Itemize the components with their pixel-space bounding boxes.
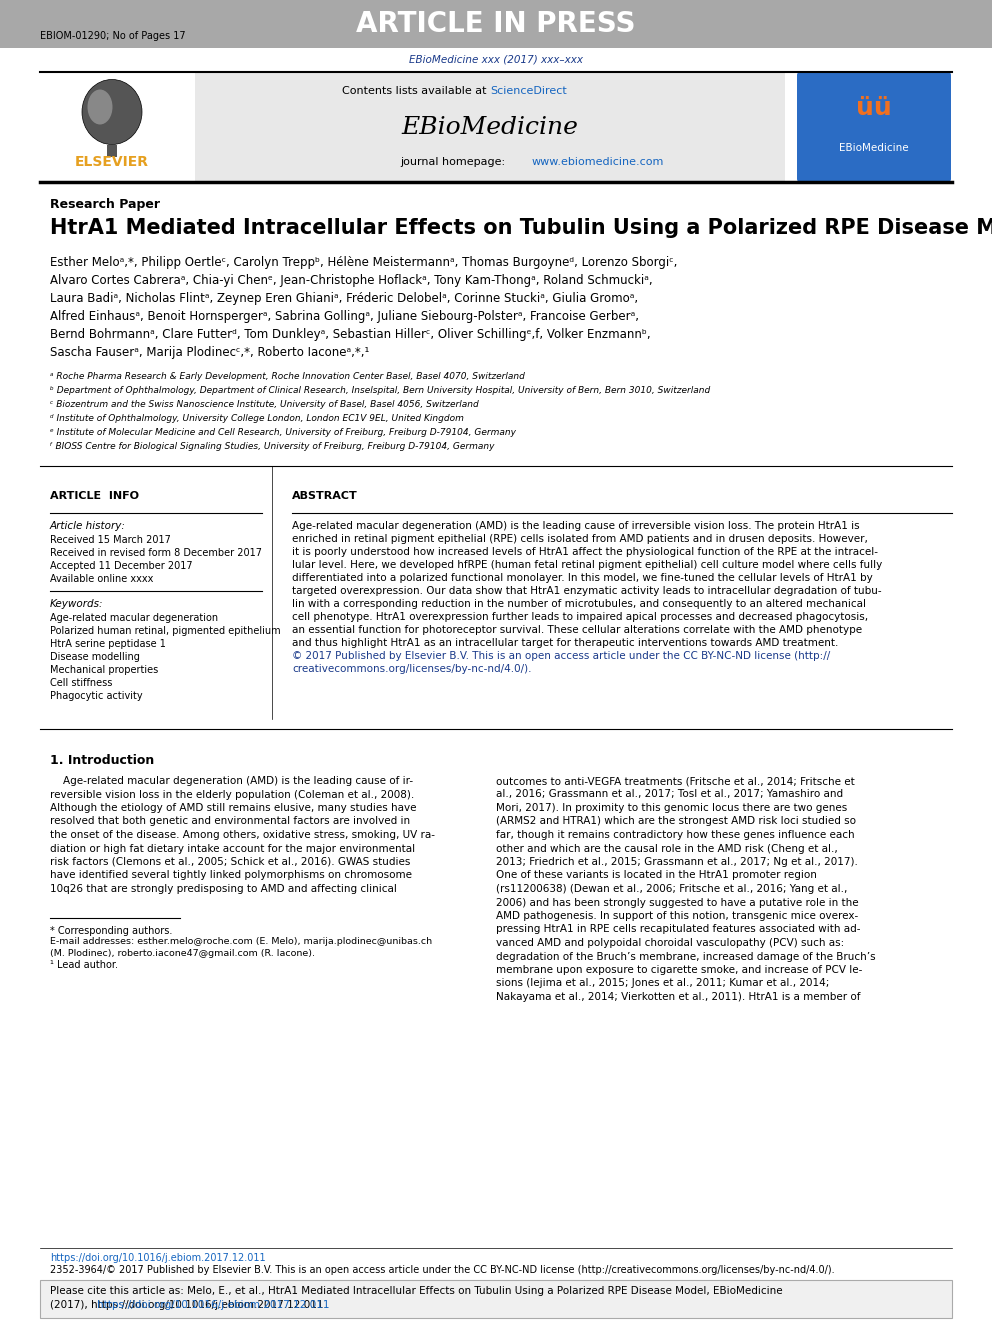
Text: Contents lists available at: Contents lists available at <box>342 86 490 97</box>
Text: degradation of the Bruch’s membrane, increased damage of the Bruch’s: degradation of the Bruch’s membrane, inc… <box>496 951 876 962</box>
Text: other and which are the causal role in the AMD risk (Cheng et al.,: other and which are the causal role in t… <box>496 844 838 853</box>
Text: diation or high fat dietary intake account for the major environmental: diation or high fat dietary intake accou… <box>50 844 415 853</box>
Text: lular level. Here, we developed hfRPE (human fetal retinal pigment epithelial) c: lular level. Here, we developed hfRPE (h… <box>292 560 882 570</box>
Text: One of these variants is located in the HtrA1 promoter region: One of these variants is located in the … <box>496 871 816 881</box>
Text: targeted overexpression. Our data show that HtrA1 enzymatic activity leads to in: targeted overexpression. Our data show t… <box>292 586 882 595</box>
Text: © 2017 Published by Elsevier B.V. This is an open access article under the CC BY: © 2017 Published by Elsevier B.V. This i… <box>292 651 830 662</box>
Text: it is poorly understood how increased levels of HtrA1 affect the physiological f: it is poorly understood how increased le… <box>292 546 878 557</box>
Text: differentiated into a polarized functional monolayer. In this model, we fine-tun: differentiated into a polarized function… <box>292 573 873 583</box>
Text: ᵈ Institute of Ophthalmology, University College London, London EC1V 9EL, United: ᵈ Institute of Ophthalmology, University… <box>50 414 464 423</box>
Text: pressing HtrA1 in RPE cells recapitulated features associated with ad-: pressing HtrA1 in RPE cells recapitulate… <box>496 925 860 934</box>
Text: Esther Meloᵃ,*, Philipp Oertleᶜ, Carolyn Treppᵇ, Hélène Meistermannᵃ, Thomas Bur: Esther Meloᵃ,*, Philipp Oertleᶜ, Carolyn… <box>50 255 678 269</box>
Text: (M. Plodinec), roberto.iacone47@gmail.com (R. Iacone).: (M. Plodinec), roberto.iacone47@gmail.co… <box>50 949 315 958</box>
Text: ABSTRACT: ABSTRACT <box>292 491 358 501</box>
Text: https://doi.org/10.1016/j.ebiom.2017.12.011: https://doi.org/10.1016/j.ebiom.2017.12.… <box>50 1253 266 1263</box>
Text: sions (Iejima et al., 2015; Jones et al., 2011; Kumar et al., 2014;: sions (Iejima et al., 2015; Jones et al.… <box>496 979 829 988</box>
Text: Age-related macular degeneration: Age-related macular degeneration <box>50 613 218 623</box>
Text: EBioMedicine xxx (2017) xxx–xxx: EBioMedicine xxx (2017) xxx–xxx <box>409 56 583 65</box>
Text: E-mail addresses: esther.melo@roche.com (E. Melo), marija.plodinec@unibas.ch: E-mail addresses: esther.melo@roche.com … <box>50 938 433 946</box>
Text: enriched in retinal pigment epithelial (RPE) cells isolated from AMD patients an: enriched in retinal pigment epithelial (… <box>292 534 868 544</box>
Text: Phagocytic activity: Phagocytic activity <box>50 691 143 701</box>
Text: www.ebiomedicine.com: www.ebiomedicine.com <box>532 157 665 167</box>
Text: Research Paper: Research Paper <box>50 198 160 210</box>
Text: (ARMS2 and HTRA1) which are the strongest AMD risk loci studied so: (ARMS2 and HTRA1) which are the stronges… <box>496 816 856 827</box>
Text: Bernd Bohrmannᵃ, Clare Futterᵈ, Tom Dunkleyᵃ, Sebastian Hillerᶜ, Oliver Schillin: Bernd Bohrmannᵃ, Clare Futterᵈ, Tom Dunk… <box>50 328 651 341</box>
Bar <box>40 1279 952 1318</box>
Text: Please cite this article as: Melo, E., et al., HtrA1 Mediated Intracellular Effe: Please cite this article as: Melo, E., e… <box>50 1286 783 1297</box>
Text: Alvaro Cortes Cabreraᵃ, Chia-yi Chenᵉ, Jean-Christophe Hoflackᵃ, Tony Kam-Thongᵃ: Alvaro Cortes Cabreraᵃ, Chia-yi Chenᵉ, J… <box>50 274 653 287</box>
Text: the onset of the disease. Among others, oxidative stress, smoking, UV ra-: the onset of the disease. Among others, … <box>50 830 435 840</box>
Text: Mori, 2017). In proximity to this genomic locus there are two genes: Mori, 2017). In proximity to this genomi… <box>496 803 847 814</box>
Text: Sascha Fauserᵃ, Marija Plodinecᶜ,*, Roberto Iaconeᵃ,*,¹: Sascha Fauserᵃ, Marija Plodinecᶜ,*, Robe… <box>50 347 369 359</box>
Text: Age-related macular degeneration (AMD) is the leading cause of irreversible visi: Age-related macular degeneration (AMD) i… <box>292 521 860 531</box>
Text: https://doi.org/10.1016/j.ebiom.2017.12.011: https://doi.org/10.1016/j.ebiom.2017.12.… <box>97 1301 329 1310</box>
Text: ScienceDirect: ScienceDirect <box>490 86 566 97</box>
Text: EBIOM-01290; No of Pages 17: EBIOM-01290; No of Pages 17 <box>40 30 186 41</box>
Bar <box>107 146 117 157</box>
Text: EBioMedicine: EBioMedicine <box>839 143 909 153</box>
Text: cell phenotype. HtrA1 overexpression further leads to impaired apical processes : cell phenotype. HtrA1 overexpression fur… <box>292 613 868 622</box>
Text: reversible vision loss in the elderly population (Coleman et al., 2008).: reversible vision loss in the elderly po… <box>50 790 415 799</box>
Text: an essential function for photoreceptor survival. These cellular alterations cor: an essential function for photoreceptor … <box>292 624 862 635</box>
Text: 10q26 that are strongly predisposing to AMD and affecting clinical: 10q26 that are strongly predisposing to … <box>50 884 397 894</box>
Bar <box>0 0 992 48</box>
Text: ᶠ BIOSS Centre for Biological Signaling Studies, University of Freiburg, Freibur: ᶠ BIOSS Centre for Biological Signaling … <box>50 442 494 451</box>
Text: * Corresponding authors.: * Corresponding authors. <box>50 926 173 935</box>
Text: Nakayama et al., 2014; Vierkotten et al., 2011). HtrA1 is a member of: Nakayama et al., 2014; Vierkotten et al.… <box>496 992 860 1002</box>
Text: lin with a corresponding reduction in the number of microtubules, and consequent: lin with a corresponding reduction in th… <box>292 599 866 609</box>
Text: Mechanical properties: Mechanical properties <box>50 665 159 675</box>
Text: 1. Introduction: 1. Introduction <box>50 754 154 767</box>
Text: and thus highlight HtrA1 as an intracellular target for therapeutic intervention: and thus highlight HtrA1 as an intracell… <box>292 638 838 648</box>
Text: Disease modelling: Disease modelling <box>50 652 140 662</box>
Text: Laura Badiᵃ, Nicholas Flintᵃ, Zeynep Eren Ghianiᵃ, Fréderic Delobelᵃ, Corinne St: Laura Badiᵃ, Nicholas Flintᵃ, Zeynep Ere… <box>50 292 638 306</box>
FancyBboxPatch shape <box>797 71 951 183</box>
Text: Alfred Einhausᵃ, Benoit Hornspergerᵃ, Sabrina Gollingᵃ, Juliane Siebourg-Polster: Alfred Einhausᵃ, Benoit Hornspergerᵃ, Sa… <box>50 310 639 323</box>
Text: ᵇ Department of Ophthalmology, Department of Clinical Research, Inselspital, Ber: ᵇ Department of Ophthalmology, Departmen… <box>50 386 710 396</box>
Text: ELSEVIER: ELSEVIER <box>75 155 149 169</box>
Bar <box>195 71 785 183</box>
Text: outcomes to anti-VEGFA treatments (Fritsche et al., 2014; Fritsche et: outcomes to anti-VEGFA treatments (Frits… <box>496 777 855 786</box>
Text: Available online xxxx: Available online xxxx <box>50 574 154 583</box>
Text: (rs11200638) (Dewan et al., 2006; Fritsche et al., 2016; Yang et al.,: (rs11200638) (Dewan et al., 2006; Fritsc… <box>496 884 847 894</box>
Text: ARTICLE  INFO: ARTICLE INFO <box>50 491 139 501</box>
Text: resolved that both genetic and environmental factors are involved in: resolved that both genetic and environme… <box>50 816 410 827</box>
Text: EBioMedicine: EBioMedicine <box>402 116 578 139</box>
Bar <box>40 71 195 183</box>
Text: creativecommons.org/licenses/by-nc-nd/4.0/).: creativecommons.org/licenses/by-nc-nd/4.… <box>292 664 532 673</box>
Text: HtrA1 Mediated Intracellular Effects on Tubulin Using a Polarized RPE Disease Mo: HtrA1 Mediated Intracellular Effects on … <box>50 218 992 238</box>
Text: 2013; Friedrich et al., 2015; Grassmann et al., 2017; Ng et al., 2017).: 2013; Friedrich et al., 2015; Grassmann … <box>496 857 858 867</box>
Text: journal homepage:: journal homepage: <box>400 157 509 167</box>
Text: üü: üü <box>856 97 892 120</box>
Text: vanced AMD and polypoidal choroidal vasculopathy (PCV) such as:: vanced AMD and polypoidal choroidal vasc… <box>496 938 844 949</box>
Text: ᵉ Institute of Molecular Medicine and Cell Research, University of Freiburg, Fre: ᵉ Institute of Molecular Medicine and Ce… <box>50 429 516 437</box>
Text: Polarized human retinal, pigmented epithelium: Polarized human retinal, pigmented epith… <box>50 626 281 636</box>
Text: ARTICLE IN PRESS: ARTICLE IN PRESS <box>356 11 636 38</box>
Text: have identified several tightly linked polymorphisms on chromosome: have identified several tightly linked p… <box>50 871 412 881</box>
Text: far, though it remains contradictory how these genes influence each: far, though it remains contradictory how… <box>496 830 855 840</box>
Text: al., 2016; Grassmann et al., 2017; Tosl et al., 2017; Yamashiro and: al., 2016; Grassmann et al., 2017; Tosl … <box>496 790 843 799</box>
Text: membrane upon exposure to cigarette smoke, and increase of PCV le-: membrane upon exposure to cigarette smok… <box>496 964 862 975</box>
Ellipse shape <box>82 79 142 144</box>
Text: Although the etiology of AMD still remains elusive, many studies have: Although the etiology of AMD still remai… <box>50 803 417 814</box>
Text: Received 15 March 2017: Received 15 March 2017 <box>50 534 171 545</box>
Text: (2017), https://doi.org/10.1016/j.ebiom.2017.12.011: (2017), https://doi.org/10.1016/j.ebiom.… <box>50 1301 323 1310</box>
Text: ᶜ Biozentrum and the Swiss Nanoscience Institute, University of Basel, Basel 405: ᶜ Biozentrum and the Swiss Nanoscience I… <box>50 400 479 409</box>
Text: 2006) and has been strongly suggested to have a putative role in the: 2006) and has been strongly suggested to… <box>496 897 859 908</box>
Text: Accepted 11 December 2017: Accepted 11 December 2017 <box>50 561 192 572</box>
Text: Article history:: Article history: <box>50 521 126 531</box>
Text: 2352-3964/© 2017 Published by Elsevier B.V. This is an open access article under: 2352-3964/© 2017 Published by Elsevier B… <box>50 1265 834 1275</box>
Text: Cell stiffness: Cell stiffness <box>50 677 112 688</box>
Text: Age-related macular degeneration (AMD) is the leading cause of ir-: Age-related macular degeneration (AMD) i… <box>50 777 413 786</box>
Text: AMD pathogenesis. In support of this notion, transgenic mice overex-: AMD pathogenesis. In support of this not… <box>496 912 858 921</box>
Text: HtrA serine peptidase 1: HtrA serine peptidase 1 <box>50 639 166 650</box>
Ellipse shape <box>87 90 112 124</box>
Text: ᵃ Roche Pharma Research & Early Development, Roche Innovation Center Basel, Base: ᵃ Roche Pharma Research & Early Developm… <box>50 372 525 381</box>
Text: Received in revised form 8 December 2017: Received in revised form 8 December 2017 <box>50 548 262 558</box>
Text: Keywords:: Keywords: <box>50 599 103 609</box>
Text: ¹ Lead author.: ¹ Lead author. <box>50 960 118 971</box>
Text: risk factors (Clemons et al., 2005; Schick et al., 2016). GWAS studies: risk factors (Clemons et al., 2005; Schi… <box>50 857 411 867</box>
